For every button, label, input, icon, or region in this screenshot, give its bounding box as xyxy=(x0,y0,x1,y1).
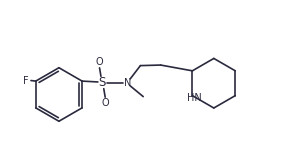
Text: O: O xyxy=(95,57,103,67)
Text: HN: HN xyxy=(187,93,202,103)
Text: N: N xyxy=(124,77,131,88)
Text: O: O xyxy=(102,98,110,108)
Text: F: F xyxy=(23,75,29,86)
Text: S: S xyxy=(99,76,106,89)
